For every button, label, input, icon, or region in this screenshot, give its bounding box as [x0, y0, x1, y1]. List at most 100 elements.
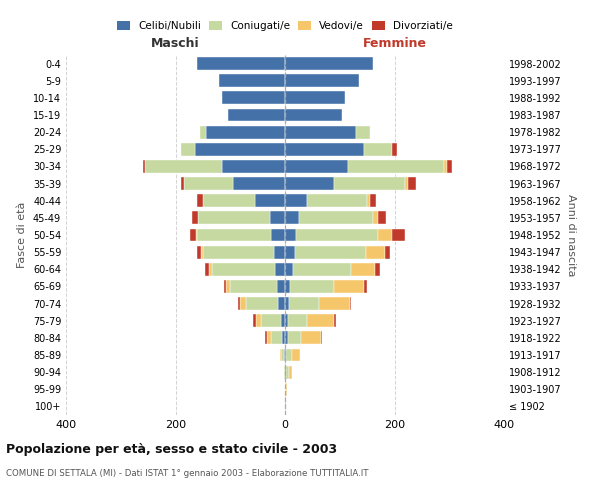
Bar [197, 194, 203, 207]
Bar [285, 332, 288, 344]
Bar [366, 246, 385, 258]
Bar [271, 332, 282, 344]
Bar [143, 160, 145, 173]
Bar [284, 366, 285, 378]
Bar [285, 366, 286, 378]
Bar [286, 383, 287, 396]
Bar [385, 246, 389, 258]
Bar [392, 228, 406, 241]
Bar [348, 160, 444, 173]
Bar [284, 348, 285, 362]
Legend: Celibi/Nubili, Coniugati/e, Vedovi/e, Divorziati/e: Celibi/Nubili, Coniugati/e, Vedovi/e, Di… [117, 20, 453, 31]
Bar [220, 74, 285, 87]
Bar [269, 212, 285, 224]
Bar [350, 297, 351, 310]
Bar [301, 332, 320, 344]
Bar [212, 263, 275, 276]
Bar [378, 212, 386, 224]
Bar [290, 280, 334, 293]
Text: COMUNE DI SETTALA (MI) - Dati ISTAT 1° gennaio 2003 - Elaborazione TUTTITALIA.IT: COMUNE DI SETTALA (MI) - Dati ISTAT 1° g… [6, 469, 368, 478]
Bar [285, 57, 373, 70]
Bar [289, 366, 292, 378]
Bar [224, 280, 226, 293]
Bar [364, 143, 392, 156]
Bar [285, 74, 359, 87]
Bar [319, 297, 350, 310]
Bar [286, 348, 292, 362]
Bar [200, 126, 206, 138]
Bar [285, 143, 364, 156]
Bar [194, 143, 285, 156]
Bar [370, 194, 376, 207]
Bar [201, 246, 203, 258]
Bar [267, 332, 271, 344]
Bar [296, 228, 378, 241]
Bar [285, 177, 334, 190]
Bar [288, 314, 307, 327]
Bar [253, 314, 256, 327]
Bar [262, 314, 281, 327]
Bar [206, 126, 285, 138]
Bar [181, 177, 184, 190]
Bar [277, 280, 285, 293]
Bar [285, 383, 286, 396]
Bar [285, 246, 295, 258]
Bar [392, 143, 397, 156]
Bar [351, 263, 376, 276]
Bar [295, 246, 366, 258]
Bar [373, 212, 378, 224]
Bar [299, 212, 373, 224]
Bar [145, 160, 222, 173]
Bar [378, 228, 392, 241]
Bar [285, 297, 289, 310]
Bar [334, 177, 406, 190]
Bar [285, 212, 299, 224]
Bar [240, 297, 245, 310]
Bar [271, 228, 285, 241]
Bar [367, 194, 370, 207]
Bar [197, 246, 201, 258]
Bar [285, 263, 293, 276]
Bar [255, 194, 285, 207]
Y-axis label: Anni di nascita: Anni di nascita [566, 194, 575, 276]
Bar [307, 194, 367, 207]
Bar [280, 348, 281, 362]
Bar [356, 126, 370, 138]
Bar [293, 263, 350, 276]
Bar [334, 314, 336, 327]
Bar [376, 263, 380, 276]
Bar [233, 177, 285, 190]
Bar [197, 57, 285, 70]
Bar [444, 160, 446, 173]
Bar [275, 263, 285, 276]
Bar [222, 160, 285, 173]
Bar [256, 314, 262, 327]
Bar [238, 297, 240, 310]
Bar [446, 160, 452, 173]
Bar [265, 332, 267, 344]
Bar [209, 263, 212, 276]
Bar [196, 228, 197, 241]
Bar [227, 108, 285, 122]
Bar [274, 246, 285, 258]
Text: Femmine: Femmine [362, 37, 427, 50]
Text: Popolazione per età, sesso e stato civile - 2003: Popolazione per età, sesso e stato civil… [6, 442, 337, 456]
Bar [408, 177, 416, 190]
Bar [285, 92, 345, 104]
Bar [230, 280, 277, 293]
Bar [245, 297, 278, 310]
Bar [199, 212, 269, 224]
Bar [292, 348, 300, 362]
Bar [203, 246, 274, 258]
Bar [288, 332, 301, 344]
Bar [205, 263, 209, 276]
Text: Maschi: Maschi [151, 37, 200, 50]
Bar [181, 143, 194, 156]
Bar [406, 177, 408, 190]
Bar [281, 348, 284, 362]
Bar [285, 314, 288, 327]
Bar [203, 194, 255, 207]
Bar [285, 126, 356, 138]
Bar [334, 280, 364, 293]
Bar [285, 348, 286, 362]
